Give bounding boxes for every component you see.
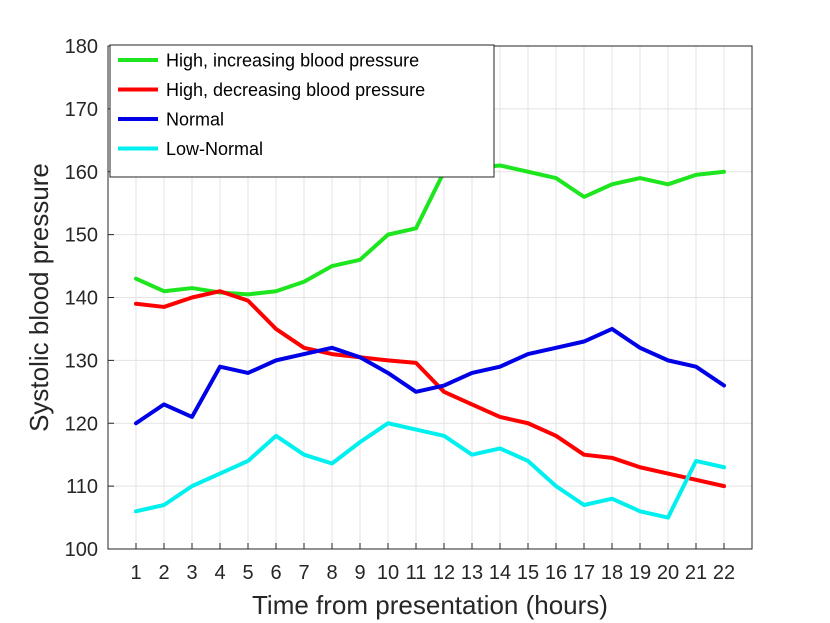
y-tick-label: 160 xyxy=(65,162,98,184)
x-tick-label: 4 xyxy=(214,562,225,584)
x-tick-label: 12 xyxy=(433,562,455,584)
x-tick-label: 3 xyxy=(186,562,197,584)
legend-label: High, increasing blood pressure xyxy=(166,51,419,71)
x-tick-label: 6 xyxy=(270,562,281,584)
x-tick-label: 11 xyxy=(406,562,427,584)
legend: High, increasing blood pressure High, dec… xyxy=(109,44,495,178)
legend-label: Low-Normal xyxy=(166,139,263,159)
y-axis-ticks: 100 110 120 130 140 150 160 170 180 xyxy=(65,36,114,561)
x-tick-label: 10 xyxy=(377,562,399,584)
y-tick-label: 170 xyxy=(65,99,98,121)
series-line-1 xyxy=(134,289,726,489)
y-tick-label: 180 xyxy=(65,36,98,58)
series-line-2 xyxy=(134,326,726,426)
x-tick-label: 19 xyxy=(629,562,651,584)
y-tick-label: 120 xyxy=(65,413,98,435)
x-tick-label: 15 xyxy=(517,562,539,584)
x-tick-label: 1 xyxy=(130,562,141,584)
y-tick-label: 150 xyxy=(65,225,98,247)
x-tick-label: 22 xyxy=(713,562,735,584)
x-tick-label: 14 xyxy=(489,562,511,584)
x-tick-label: 16 xyxy=(545,562,567,584)
x-tick-label: 7 xyxy=(298,562,309,584)
y-tick-label: 100 xyxy=(65,539,98,561)
series-line-3 xyxy=(134,421,726,520)
y-tick-label: 130 xyxy=(65,350,98,372)
series-lines xyxy=(134,163,726,520)
y-axis-title: Systolic blood pressure xyxy=(24,163,54,432)
x-axis-ticks: 1 2 3 4 5 6 7 8 9 10 11 12 13 14 15 16 17 18 19 20 21 22 xyxy=(130,543,735,584)
x-axis-title: Time from presentation (hours) xyxy=(252,590,608,620)
x-tick-label: 5 xyxy=(242,562,253,584)
legend-label: Normal xyxy=(166,110,224,130)
x-tick-label: 20 xyxy=(657,562,679,584)
y-tick-label: 140 xyxy=(65,288,98,310)
series-line-0 xyxy=(134,163,726,297)
y-tick-label: 110 xyxy=(66,476,98,498)
legend-label: High, decreasing blood pressure xyxy=(166,80,425,100)
legend-box xyxy=(109,44,495,178)
x-tick-label: 17 xyxy=(573,562,595,584)
x-tick-label: 9 xyxy=(354,562,365,584)
x-tick-label: 13 xyxy=(461,562,483,584)
x-tick-label: 8 xyxy=(326,562,337,584)
x-tick-label: 2 xyxy=(158,562,169,584)
x-tick-label: 21 xyxy=(685,562,707,584)
x-tick-label: 18 xyxy=(601,562,623,584)
